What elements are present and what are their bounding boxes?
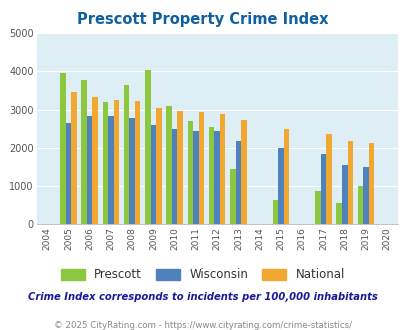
Bar bbox=[198, 112, 204, 224]
Bar bbox=[156, 108, 161, 224]
Bar bbox=[166, 106, 171, 224]
Legend: Prescott, Wisconsin, National: Prescott, Wisconsin, National bbox=[58, 265, 347, 285]
Bar bbox=[60, 73, 66, 224]
Bar bbox=[129, 118, 134, 224]
Bar bbox=[87, 116, 92, 224]
Bar bbox=[326, 134, 331, 224]
Bar bbox=[81, 80, 87, 224]
Bar bbox=[283, 129, 288, 224]
Bar bbox=[102, 102, 108, 224]
Bar bbox=[272, 200, 277, 224]
Bar bbox=[341, 165, 347, 224]
Bar bbox=[230, 169, 235, 224]
Bar bbox=[214, 131, 220, 224]
Bar bbox=[320, 154, 326, 224]
Bar bbox=[362, 167, 368, 224]
Bar bbox=[347, 141, 352, 224]
Bar bbox=[134, 101, 140, 224]
Bar bbox=[145, 70, 150, 224]
Bar bbox=[177, 112, 183, 224]
Bar bbox=[71, 92, 77, 224]
Bar bbox=[357, 186, 362, 224]
Bar bbox=[235, 141, 241, 224]
Bar bbox=[66, 123, 71, 224]
Bar bbox=[193, 131, 198, 224]
Bar bbox=[241, 119, 246, 224]
Bar bbox=[171, 129, 177, 224]
Bar bbox=[277, 148, 283, 224]
Bar bbox=[314, 191, 320, 224]
Bar bbox=[150, 125, 156, 224]
Bar bbox=[113, 100, 119, 224]
Bar bbox=[187, 121, 193, 224]
Text: Prescott Property Crime Index: Prescott Property Crime Index bbox=[77, 12, 328, 26]
Bar bbox=[124, 85, 129, 224]
Bar bbox=[209, 127, 214, 224]
Bar bbox=[336, 203, 341, 224]
Text: © 2025 CityRating.com - https://www.cityrating.com/crime-statistics/: © 2025 CityRating.com - https://www.city… bbox=[54, 321, 351, 330]
Bar bbox=[92, 97, 98, 224]
Bar bbox=[368, 143, 373, 224]
Bar bbox=[220, 114, 225, 224]
Bar bbox=[108, 116, 113, 224]
Text: Crime Index corresponds to incidents per 100,000 inhabitants: Crime Index corresponds to incidents per… bbox=[28, 292, 377, 302]
